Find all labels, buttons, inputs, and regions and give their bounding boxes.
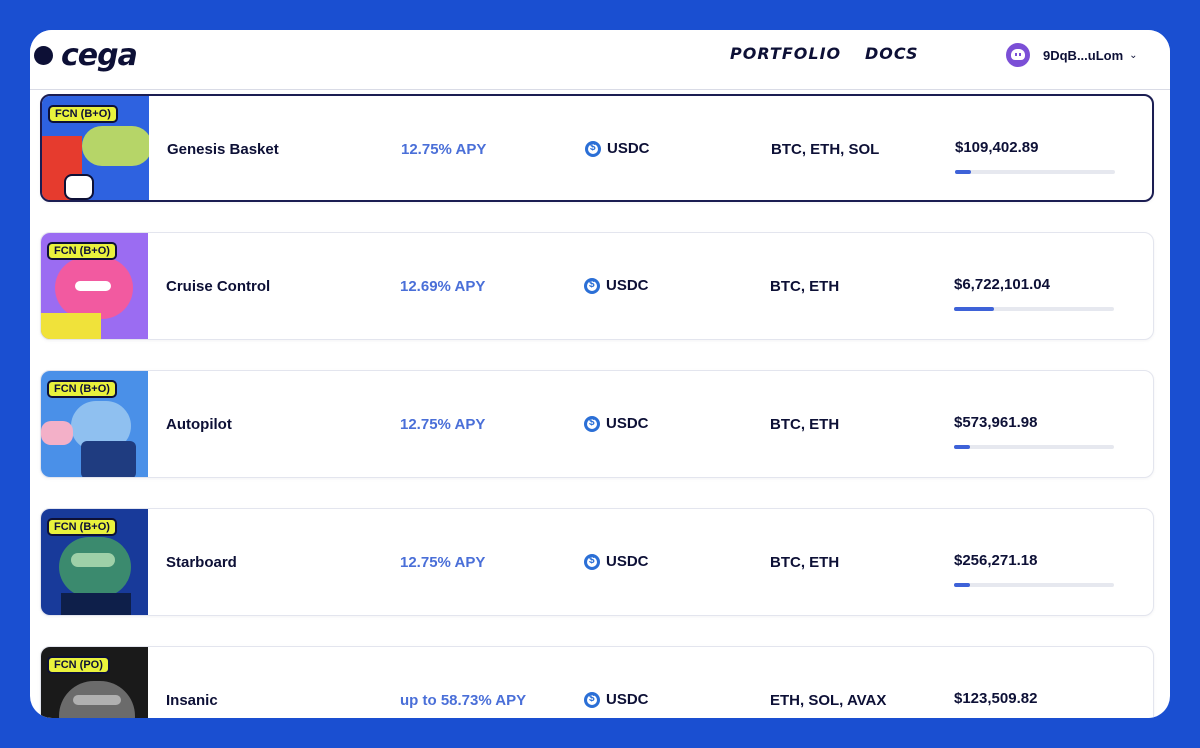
nav-portfolio[interactable]: PORTFOLIO	[730, 44, 842, 63]
wallet-button[interactable]: 9DqB...uLom ⌄	[1006, 43, 1138, 67]
vault-art-image: FCN (B+O)	[41, 233, 148, 339]
app-window: cega PORTFOLIO DOCS 9DqB...uLom ⌄ FCN (B…	[30, 30, 1170, 718]
chevron-down-icon: ⌄	[1129, 49, 1138, 61]
vault-row[interactable]: FCN (PO) Insanic up to 58.73% APY USDC E…	[40, 646, 1154, 718]
vault-art-image: FCN (B+O)	[41, 371, 148, 477]
vault-row[interactable]: FCN (B+O) Autopilot 12.75% APY USDC BTC,…	[40, 370, 1154, 478]
vault-token: USDC	[585, 140, 650, 157]
vault-row[interactable]: FCN (B+O) Cruise Control 12.69% APY USDC…	[40, 232, 1154, 340]
usdc-icon	[584, 553, 600, 570]
vault-underlying-assets: ETH, SOL, AVAX	[770, 692, 887, 709]
vault-underlying-assets: BTC, ETH	[770, 554, 840, 571]
wallet-avatar-icon	[1006, 43, 1030, 67]
vault-capacity-fill	[954, 307, 994, 311]
vault-apy: up to 58.73% APY	[400, 692, 527, 709]
vault-apy: 12.75% APY	[401, 141, 487, 158]
vault-capacity-fill	[954, 583, 970, 587]
wallet-address: 9DqB...uLom	[1043, 47, 1124, 63]
nav-docs[interactable]: DOCS	[865, 44, 919, 63]
vault-capacity-bar	[955, 170, 1115, 174]
vault-tvl: $256,271.18	[954, 552, 1038, 569]
vault-art-image: FCN (PO)	[41, 647, 148, 718]
vault-capacity-fill	[955, 170, 971, 174]
vault-capacity-fill	[954, 445, 970, 449]
vault-underlying-assets: BTC, ETH	[770, 416, 840, 433]
vault-name: Cruise Control	[166, 278, 271, 295]
vault-name: Autopilot	[166, 416, 232, 433]
vault-token-label: USDC	[606, 691, 649, 708]
vault-type-badge: FCN (B+O)	[47, 518, 117, 536]
vault-apy: 12.75% APY	[400, 416, 486, 433]
vault-token-label: USDC	[606, 277, 649, 294]
vault-apy: 12.69% APY	[400, 278, 486, 295]
usdc-icon	[584, 415, 600, 432]
vault-tvl: $6,722,101.04	[954, 276, 1050, 293]
vault-token-label: USDC	[606, 415, 649, 432]
vault-type-badge: FCN (B+O)	[48, 105, 118, 123]
vault-art-image: FCN (B+O)	[41, 509, 148, 615]
vault-token-label: USDC	[606, 553, 649, 570]
vault-row[interactable]: FCN (B+O) Starboard 12.75% APY USDC BTC,…	[40, 508, 1154, 616]
vault-capacity-bar	[954, 445, 1114, 449]
vault-underlying-assets: BTC, ETH	[770, 278, 840, 295]
vault-token: USDC	[584, 691, 649, 708]
cega-logo[interactable]: cega	[34, 38, 138, 73]
logo-text: cega	[61, 38, 138, 73]
vault-row[interactable]: FCN (B+O) Genesis Basket 12.75% APY USDC…	[40, 94, 1154, 202]
usdc-icon	[584, 277, 600, 294]
vault-tvl: $573,961.98	[954, 414, 1038, 431]
vault-type-badge: FCN (B+O)	[47, 242, 117, 260]
vault-token: USDC	[584, 415, 649, 432]
vault-name: Starboard	[166, 554, 237, 571]
vault-token: USDC	[584, 553, 649, 570]
vault-type-badge: FCN (PO)	[47, 656, 110, 674]
top-header: cega PORTFOLIO DOCS 9DqB...uLom ⌄	[30, 30, 1170, 90]
vault-type-badge: FCN (B+O)	[47, 380, 117, 398]
usdc-icon	[585, 140, 601, 157]
vault-token: USDC	[584, 277, 649, 294]
vault-underlying-assets: BTC, ETH, SOL	[771, 141, 880, 158]
vault-name: Insanic	[166, 692, 218, 709]
vault-art-image: FCN (B+O)	[42, 96, 149, 200]
vault-apy: 12.75% APY	[400, 554, 486, 571]
vault-tvl: $123,509.82	[954, 690, 1038, 707]
logo-dot-icon	[34, 46, 53, 65]
usdc-icon	[584, 691, 600, 708]
vault-name: Genesis Basket	[167, 141, 279, 158]
vault-token-label: USDC	[607, 140, 650, 157]
vault-capacity-bar	[954, 583, 1114, 587]
vault-capacity-bar	[954, 307, 1114, 311]
vault-tvl: $109,402.89	[955, 139, 1039, 156]
